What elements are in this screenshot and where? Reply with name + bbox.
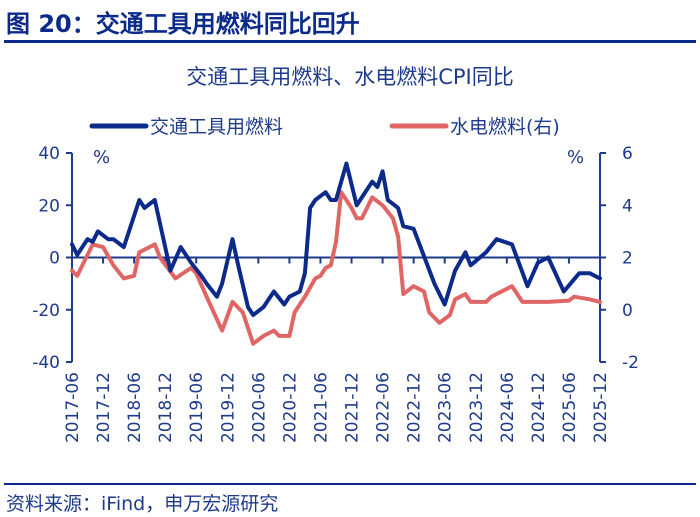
source-divider [4,483,696,485]
series-line-1 [70,190,602,346]
x-axis-tick-label: 2024-06 [498,372,518,443]
series-line-0 [70,161,602,317]
x-axis-tick-label: 2019-12 [218,372,238,443]
legend-label-0: 交通工具用燃料 [150,116,283,138]
x-axis-tick-label: 2018-06 [125,372,145,443]
x-axis-tick-label: 2020-06 [249,372,269,443]
right-axis-tick-label: 6 [622,144,633,164]
x-axis-tick-label: 2025-06 [560,372,580,443]
left-axis-tick-label: -40 [32,353,60,373]
left-unit: % [93,147,110,168]
x-axis-tick-label: 2021-06 [311,372,331,443]
chart-title: 交通工具用燃料、水电燃料CPI同比 [186,65,514,89]
left-axis-tick-label: 0 [49,249,60,269]
right-axis-tick-label: 2 [622,249,633,269]
title-divider [4,40,696,43]
x-axis-tick-label: 2022-06 [374,372,394,443]
figure-title: 图 20：交通工具用燃料同比回升 [6,10,360,38]
x-axis-tick-label: 2017-12 [94,372,114,443]
right-unit: % [567,147,584,168]
x-axis-tick-label: 2018-12 [156,372,176,443]
left-axis-tick-label: 40 [38,144,60,164]
left-axis-tick-label: 20 [38,196,60,216]
x-axis-tick-label: 2020-12 [280,372,300,443]
x-axis-tick-label: 2022-12 [405,372,425,443]
x-axis-tick-label: 2023-12 [467,372,487,443]
x-axis-tick-label: 2017-06 [63,372,83,443]
legend: 交通工具用燃料 水电燃料(右) [89,116,560,138]
x-axis-tick-label: 2019-06 [187,372,207,443]
right-axis-tick-label: 0 [622,301,633,321]
right-axis-tick-label: -2 [622,353,639,373]
x-axis-tick-label: 2025-12 [591,372,611,443]
x-axis-tick-label: 2023-06 [436,372,456,443]
source-note: 资料来源：iFind，申万宏源研究 [6,493,279,515]
x-axis-tick-label: 2024-12 [529,372,549,443]
right-axis-tick-label: 4 [622,196,633,216]
left-axis-tick-label: -20 [32,301,60,321]
legend-label-1: 水电燃料(右) [450,116,560,138]
x-axis-tick-label: 2021-12 [343,372,363,443]
